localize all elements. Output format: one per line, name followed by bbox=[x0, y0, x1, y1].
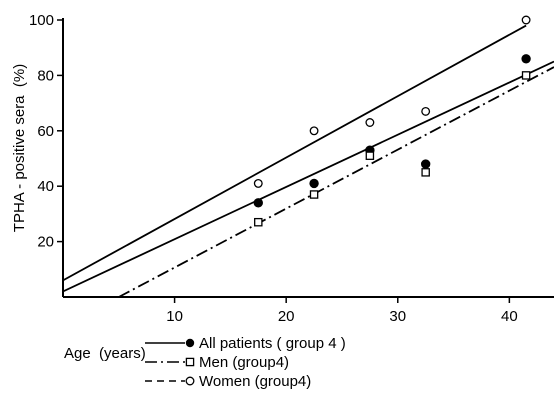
point-series-2 bbox=[521, 15, 531, 25]
point-series-2 bbox=[309, 126, 319, 136]
axis-labels: Age (years) TPHA - positive sera (%) bbox=[11, 64, 146, 362]
legend-label-0: All patients ( group 4 ) bbox=[199, 335, 346, 352]
point-series-1 bbox=[421, 168, 430, 177]
y-tick-label: 100 bbox=[29, 12, 54, 29]
point-series-0 bbox=[420, 159, 431, 169]
point-series-1 bbox=[309, 190, 319, 199]
fit-line-series-1 bbox=[118, 66, 554, 297]
point-series-1 bbox=[521, 71, 531, 80]
point-series-0 bbox=[309, 178, 319, 189]
point-series-0 bbox=[253, 198, 263, 208]
x-tick-label: 20 bbox=[278, 308, 295, 325]
legend-marker-0 bbox=[185, 338, 195, 348]
legend-label-2: Women (group4) bbox=[199, 373, 311, 390]
x-tick-label: 10 bbox=[166, 308, 183, 325]
x-tick-label: 30 bbox=[389, 308, 406, 325]
y-tick-label: 40 bbox=[37, 178, 54, 195]
point-series-1 bbox=[365, 151, 375, 160]
x-tick-label: 40 bbox=[501, 308, 518, 325]
y-tick-label: 80 bbox=[37, 67, 54, 84]
fit-line-series-2 bbox=[63, 24, 527, 282]
y-tick-label: 60 bbox=[37, 123, 54, 140]
legend: All patients ( group 4 ) Men (group4) Wome… bbox=[145, 335, 346, 390]
point-series-2 bbox=[365, 118, 375, 127]
point-series-2 bbox=[421, 106, 431, 116]
fit-line-series-0 bbox=[63, 60, 554, 293]
axis-ticks: 20 40 60 80 100 10 20 30 40 bbox=[29, 12, 518, 325]
legend-marker-2 bbox=[185, 376, 195, 386]
y-tick-label: 20 bbox=[37, 234, 54, 251]
point-series-2 bbox=[253, 178, 263, 188]
fit-lines bbox=[63, 24, 554, 297]
y-axis-title: TPHA - positive sera (%) bbox=[11, 64, 28, 232]
data-points bbox=[253, 15, 531, 227]
x-axis-title: Age (years) bbox=[64, 345, 146, 362]
axes bbox=[62, 18, 554, 298]
legend-label-1: Men (group4) bbox=[199, 354, 289, 371]
point-series-1 bbox=[254, 217, 263, 227]
legend-marker-1 bbox=[185, 357, 195, 367]
point-series-0 bbox=[521, 54, 531, 64]
